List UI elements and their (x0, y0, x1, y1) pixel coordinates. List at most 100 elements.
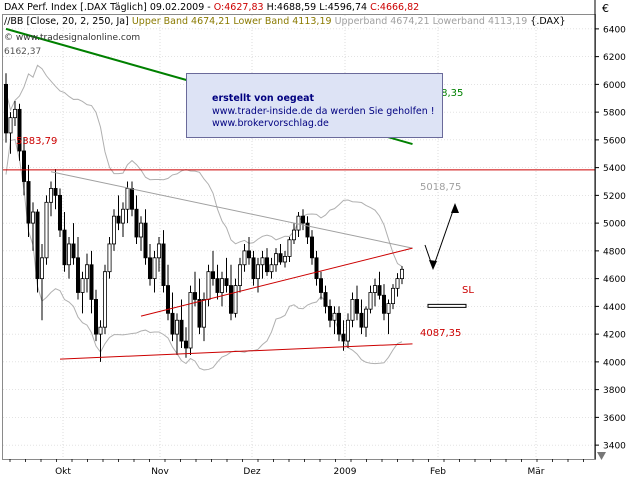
bollinger-bands (5, 64, 403, 371)
scroll-down-icon[interactable] (597, 452, 606, 460)
candle-body (309, 236, 314, 259)
bb-upper-value: Upper Band 4674,21 (131, 16, 231, 27)
candle-body (395, 278, 400, 289)
candle-body (49, 188, 54, 203)
candle-body (368, 292, 373, 310)
price-tick-label: 4400 (603, 303, 626, 313)
high-value: H:4688,59 (266, 2, 317, 13)
grey-trend-label: 5018,75 (420, 182, 461, 193)
price-tick-label: 5600 (603, 136, 626, 146)
time-tick-label: Dez (243, 467, 260, 477)
candle-body (390, 287, 395, 304)
time-tick-label: Nov (151, 467, 169, 477)
resistance-label: 5383,79 (16, 136, 57, 147)
candle-body (76, 257, 81, 293)
candle-body (125, 188, 130, 210)
price-tick-label: 5800 (603, 109, 626, 119)
candle-body (152, 257, 157, 280)
candle-body (318, 278, 323, 293)
candle-body (233, 285, 238, 314)
candle-body (273, 253, 278, 266)
grey-trend-line (50, 171, 413, 249)
candle-body (314, 257, 319, 280)
candle-body (260, 257, 265, 266)
candle-body (345, 319, 350, 342)
candle-body (4, 83, 9, 134)
low-value: L:4596,74 (319, 2, 368, 13)
candle-body (278, 253, 283, 263)
price-tick-label: 4000 (603, 358, 626, 368)
candle-body (170, 312, 175, 335)
info-link-trader[interactable]: www.trader-inside.de da werden Sie gehol… (212, 106, 435, 117)
candle-body (165, 285, 170, 314)
candle-body (210, 271, 215, 280)
candle-body (44, 201, 49, 259)
candle-body (58, 194, 63, 231)
stop-loss-marker (427, 303, 467, 308)
time-tick-label: Okt (55, 467, 71, 477)
candle-body (197, 299, 202, 328)
time-tick-label: Mär (528, 467, 545, 477)
candle-body (251, 257, 256, 280)
red-lower-trend-label: 4087,35 (420, 328, 461, 339)
candle-body (112, 215, 117, 245)
header-bb: ∕∕BB [Close, 20, 2, 250, Ja] Upper Band … (4, 16, 566, 28)
candle-body (350, 299, 355, 321)
candle-body (62, 229, 67, 266)
candle-body (94, 299, 99, 335)
candle-body (192, 292, 197, 300)
time-tick-label: 2009 (334, 467, 357, 477)
candle-body (121, 208, 126, 224)
candle-body (147, 257, 152, 280)
stop-loss-label: SL (462, 285, 474, 296)
candle-body (255, 264, 260, 280)
info-link-broker[interactable]: www.brokervorschlag.de (212, 118, 329, 129)
candle-body (372, 285, 377, 293)
candle-body (67, 243, 72, 266)
candle-body (246, 250, 251, 259)
candle-body (287, 239, 292, 257)
price-tick-label: 4800 (603, 247, 626, 257)
bb-lower-value: Lower Band 4113,19 (233, 16, 332, 27)
copyright: © www.tradesignalonline.com (4, 33, 141, 43)
candle-body (242, 250, 247, 266)
candle-body (399, 268, 404, 280)
arrow-down-icon (429, 260, 437, 270)
candle-body (129, 188, 134, 210)
candle-body (80, 278, 85, 293)
candle-body (85, 264, 90, 280)
candle-body (26, 181, 31, 224)
price-tick-label: 4200 (603, 331, 626, 341)
candle-body (183, 340, 188, 349)
price-tick-label: 5400 (603, 164, 626, 174)
candle-body (35, 211, 40, 280)
candle-body (291, 229, 296, 241)
candle-body (40, 257, 45, 280)
candle-body (206, 271, 211, 300)
arrow-up-icon (451, 203, 459, 213)
candle-body (134, 208, 139, 238)
price-tick-label: 6000 (603, 81, 626, 91)
red-lower-trend-line (59, 343, 413, 360)
price-tick-label: 3400 (603, 442, 626, 452)
candle-body (296, 215, 301, 231)
candle-body (103, 271, 108, 328)
projection-path (424, 204, 456, 270)
time-axis: Okt Nov Dez 2009 Feb Mär (9, 459, 584, 477)
candle-body (188, 292, 193, 349)
bollinger-upper-band (5, 64, 403, 267)
bb-label: BB [Close, 20, 2, 250, Ja] (10, 16, 129, 27)
price-tick-label: 4600 (603, 275, 626, 285)
candle-body (224, 278, 229, 286)
info-author: erstellt von oegeat (212, 93, 315, 104)
open-value: O:4627,83 (213, 2, 264, 13)
close-value: C:4666,82 (370, 2, 420, 13)
price-tick-label: 6200 (603, 53, 626, 63)
price-tick-label: 3800 (603, 386, 626, 396)
candle-body (332, 312, 337, 321)
candle-body (363, 308, 368, 328)
price-tick-label: 3600 (603, 414, 626, 424)
price-tick-label: 5000 (603, 220, 626, 230)
